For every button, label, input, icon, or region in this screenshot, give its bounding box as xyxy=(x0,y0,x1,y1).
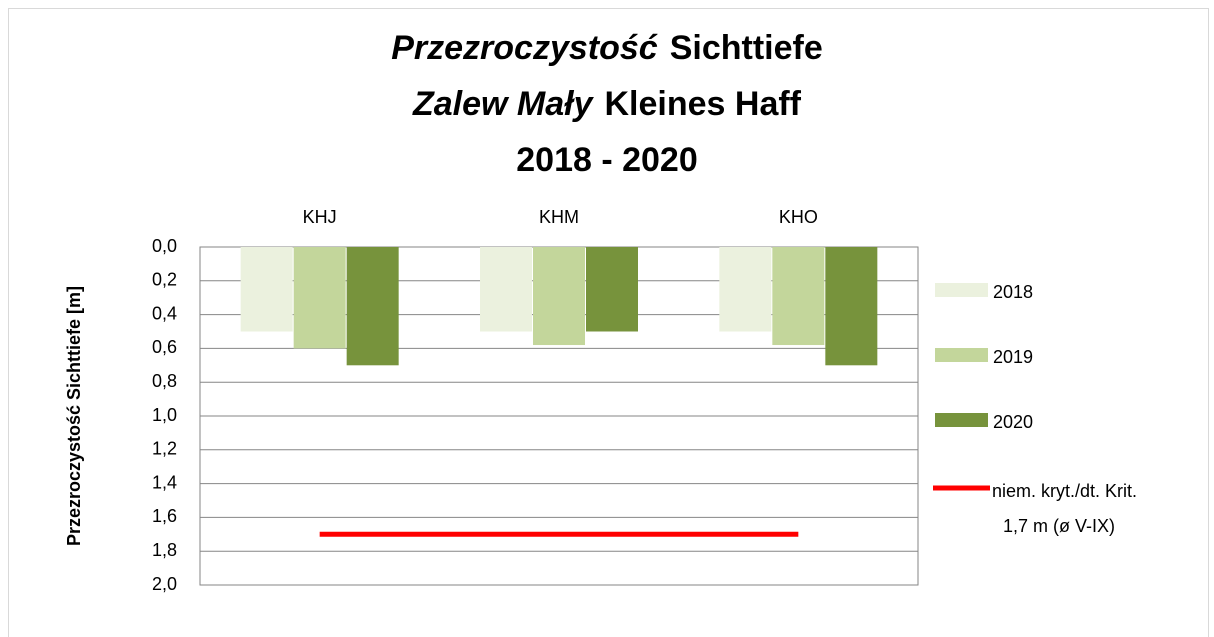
legend-label: niem. kryt./dt. Krit. xyxy=(992,481,1137,501)
legend-swatch xyxy=(935,413,988,427)
y-tick-label: 2,0 xyxy=(152,574,177,594)
legend-label: 2020 xyxy=(993,412,1033,432)
legend-swatch xyxy=(935,283,988,297)
y-tick-label: 0,6 xyxy=(152,337,177,357)
chart-title: Przezroczystość Sichttiefe xyxy=(391,29,823,67)
y-tick-label: 1,6 xyxy=(152,506,177,526)
bar xyxy=(480,247,532,332)
y-tick-label: 0,2 xyxy=(152,270,177,290)
y-tick-label: 0,8 xyxy=(152,371,177,391)
legend-label: 2018 xyxy=(993,282,1033,302)
chart-title: Zalew Mały Kleines Haff xyxy=(412,85,802,123)
bar xyxy=(293,247,346,349)
chart-title: 2018 - 2020 xyxy=(516,141,698,179)
bar xyxy=(825,247,878,366)
y-tick-label: 1,8 xyxy=(152,540,177,560)
chart-frame xyxy=(8,8,1209,637)
bar xyxy=(533,247,585,346)
legend-label: 1,7 m (ø V-IX) xyxy=(1003,516,1115,536)
x-tick-label: KHO xyxy=(779,207,818,227)
y-tick-label: 1,4 xyxy=(152,472,177,492)
bar xyxy=(772,247,825,346)
legend-label: 2019 xyxy=(993,347,1033,367)
y-tick-label: 0,0 xyxy=(152,236,177,256)
x-tick-label: KHJ xyxy=(303,207,337,227)
y-tick-label: 1,2 xyxy=(152,439,177,459)
title-part: 2018 - 2020 xyxy=(516,141,698,179)
bar xyxy=(346,247,399,366)
title-part: Przezroczystość xyxy=(391,29,658,67)
y-axis-title: Przezroczystość Sichttiefe [m] xyxy=(64,286,84,546)
title-part: Sichttiefe xyxy=(670,29,823,67)
y-tick-label: 0,4 xyxy=(152,303,177,323)
bar xyxy=(586,247,638,332)
legend-swatch xyxy=(935,348,988,362)
y-tick-label: 1,0 xyxy=(152,405,177,425)
bar xyxy=(240,247,293,332)
bar xyxy=(719,247,772,332)
title-part: Zalew Mały xyxy=(412,85,595,123)
title-part: Kleines Haff xyxy=(605,85,802,123)
x-tick-label: KHM xyxy=(539,207,579,227)
